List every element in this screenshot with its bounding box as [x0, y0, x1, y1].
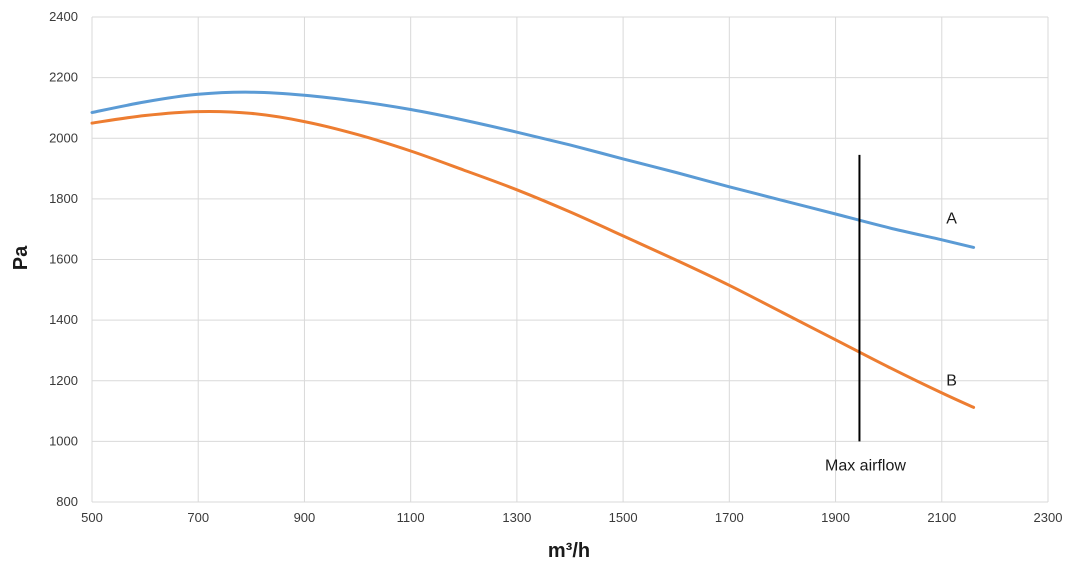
y-tick-label: 1800	[49, 191, 78, 206]
y-tick-label: 800	[56, 494, 78, 509]
y-tick-label: 2400	[49, 9, 78, 24]
y-tick-label: 1600	[49, 252, 78, 267]
x-tick-label: 2300	[1034, 510, 1063, 525]
x-tick-label: 1300	[502, 510, 531, 525]
grid	[91, 16, 1049, 503]
x-tick-label: 700	[187, 510, 209, 525]
y-tick-label: 1200	[49, 373, 78, 388]
x-tick-label: 1900	[821, 510, 850, 525]
y-tick-label: 2000	[49, 130, 78, 145]
x-tick-label: 1100	[397, 510, 425, 525]
series-lines: AB	[90, 90, 976, 409]
series-line-a	[90, 90, 976, 249]
x-tick-label: 500	[81, 510, 103, 525]
x-tick-label: 1700	[715, 510, 744, 525]
y-tick-labels: 800 1000 1200 1400 1600 1800 2000 2200 2400	[49, 9, 78, 509]
y-tick-label: 1400	[49, 312, 78, 327]
max-airflow-label: Max airflow	[825, 457, 906, 474]
x-axis-title: m³/h	[548, 540, 590, 562]
x-tick-label: 900	[294, 510, 316, 525]
x-tick-labels: 500 700 900 1100 1300 1500 1700 1900 2100 2300	[81, 510, 1062, 525]
series-line-b	[90, 109, 976, 409]
y-axis-title: Pa	[10, 245, 32, 270]
x-tick-label: 2100	[927, 510, 956, 525]
series-label-b: B	[946, 372, 957, 389]
x-tick-label: 1500	[609, 510, 638, 525]
series-label-a: A	[946, 210, 957, 227]
annotations: Max airflow	[825, 154, 906, 474]
y-tick-label: 2200	[49, 70, 78, 85]
y-tick-label: 1000	[49, 433, 78, 448]
